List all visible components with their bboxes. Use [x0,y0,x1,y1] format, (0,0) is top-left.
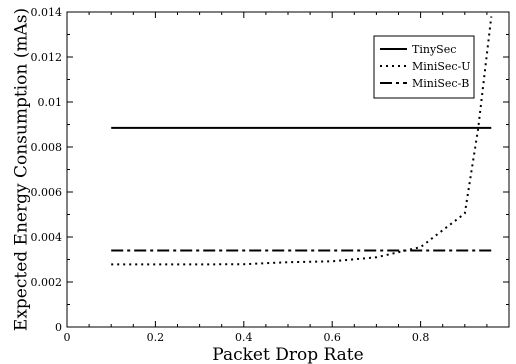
x-tick-label: 0.2 [147,331,165,344]
axes: 0 0.2 0.4 0.6 0.8 0 0.002 0.004 0.006 0.008 0.01 0.… [31,6,510,344]
series-line-minisec-u [111,16,493,266]
y-tick-label: 0.014 [31,6,63,19]
legend-box [373,35,475,99]
x-tick-label: 0 [64,331,71,344]
y-tick-label: 0.004 [31,231,63,244]
x-tick-label: 0.6 [323,331,341,344]
legend: TinySec MiniSec-U MiniSec-B [373,35,475,99]
legend-label: MiniSec-B [412,77,469,90]
y-tick-label: 0.006 [31,186,63,199]
x-tick-label: 0.8 [412,331,430,344]
x-axis-title: Packet Drop Rate [212,345,363,364]
y-tick-label: 0.002 [31,276,63,289]
series-lines [111,16,493,266]
x-tick-label: 0.4 [235,331,253,344]
y-tick-label: 0.008 [31,141,63,154]
y-axis-title: Expected Energy Consumption (mAs) [12,8,32,331]
y-tick-label: 0.012 [31,51,63,64]
y-tick-label: 0 [55,321,62,334]
legend-label: MiniSec-U [412,60,471,73]
y-tick-label: 0.01 [38,96,63,109]
legend-label: TinySec [412,43,456,56]
